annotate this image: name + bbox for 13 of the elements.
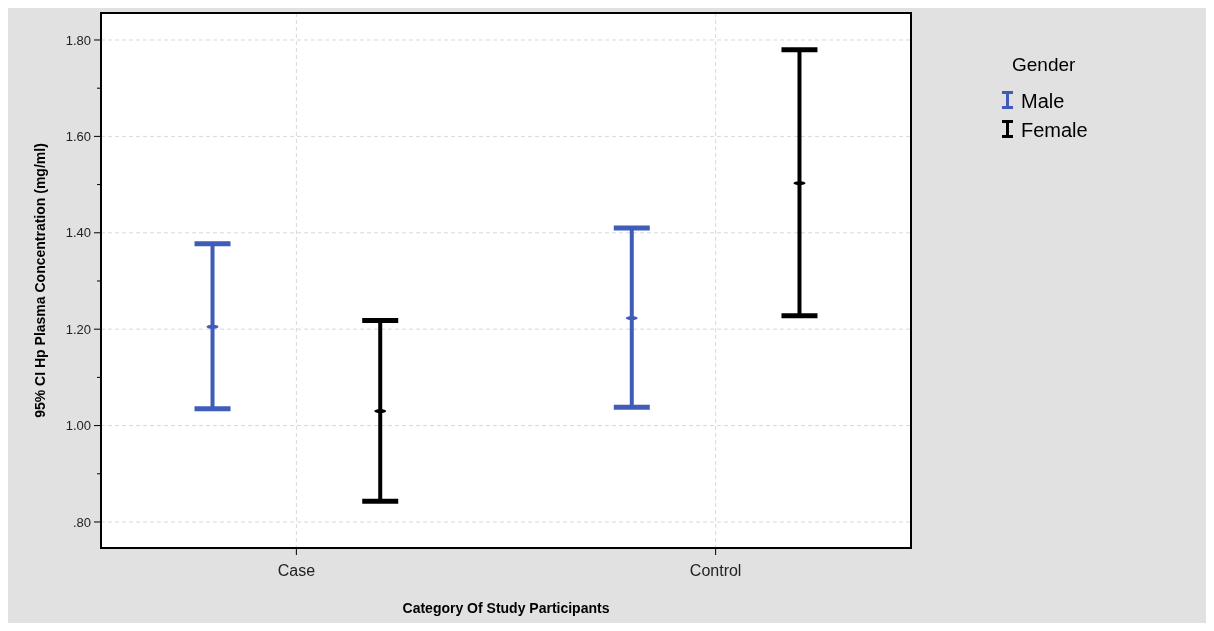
x-axis-title: Category Of Study Participants [402,600,610,616]
y-tick-label: 1.80 [65,32,91,48]
y-axis-title: 95% CI Hp Plasma Concentration (mg/ml) [32,143,48,418]
legend-label: Female [1021,119,1088,141]
y-tick-label: 1.20 [65,321,91,337]
y-tick-label: .80 [72,514,91,530]
x-tick-label: Case [277,562,316,579]
y-tick-label: 1.40 [65,225,91,241]
x-tick-label: Control [689,562,742,579]
legend-title: Gender [1012,54,1077,75]
y-tick-label: 1.00 [65,418,91,434]
y-tick-label: 1.60 [65,128,91,144]
legend-label: Male [1021,90,1065,112]
